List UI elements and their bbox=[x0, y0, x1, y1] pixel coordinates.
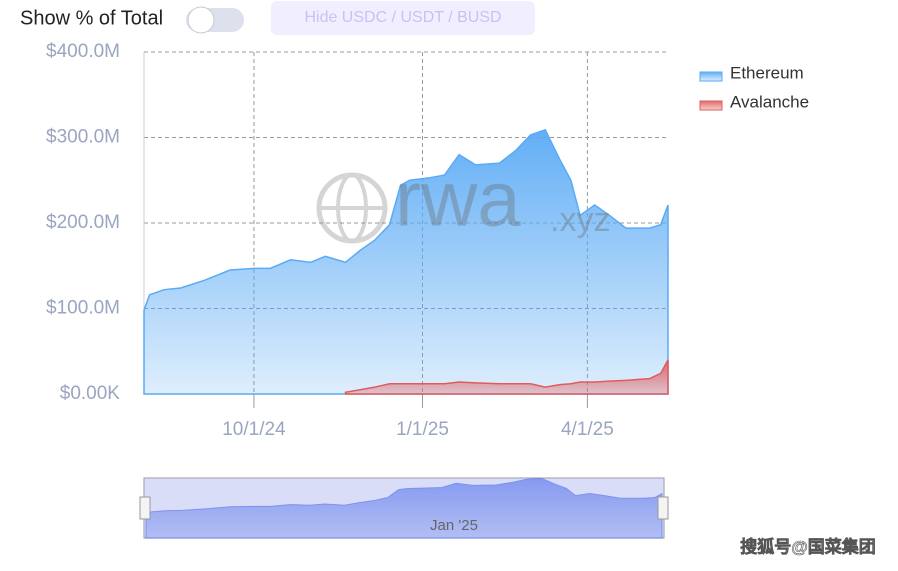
legend-label: Ethereum bbox=[730, 63, 804, 82]
navigator-area bbox=[145, 477, 663, 539]
watermark-suffix: .xyz bbox=[550, 201, 610, 239]
y-tick-label: $100.0M bbox=[46, 298, 120, 319]
plot: $0.00K $100.0M $200.0M $300.0M $400.0M 10/1/2… bbox=[46, 41, 669, 440]
navigator-handle[interactable] bbox=[657, 496, 669, 520]
area bbox=[143, 128, 669, 395]
watermark-globe bbox=[316, 172, 388, 244]
legend-swatch bbox=[699, 100, 723, 111]
navigator-label: Jan '25 bbox=[430, 517, 478, 534]
watermark-logo: rwa bbox=[395, 155, 521, 243]
hide-stables-button[interactable] bbox=[271, 1, 535, 35]
area bbox=[344, 359, 669, 395]
toggle-knob bbox=[187, 6, 215, 34]
source-watermark: 搜狐号@国菜集团 bbox=[740, 536, 876, 556]
legend-swatch bbox=[699, 71, 723, 82]
x-tick-label: 4/1/25 bbox=[561, 419, 614, 440]
watermark-globe bbox=[336, 173, 368, 243]
y-tick-label: $0.00K bbox=[60, 383, 121, 404]
navigator-handle[interactable] bbox=[139, 496, 151, 520]
navigator[interactable] bbox=[143, 477, 665, 539]
y-tick-label: $200.0M bbox=[46, 212, 120, 233]
toggle-label: Show % of Total bbox=[20, 7, 163, 29]
x-tick-label: 10/1/24 bbox=[222, 419, 286, 440]
y-tick-label: $400.0M bbox=[46, 41, 120, 62]
y-tick-label: $300.0M bbox=[46, 127, 120, 148]
legend-label: Avalanche bbox=[730, 92, 809, 111]
watermark: rwa .xyz bbox=[316, 155, 610, 244]
x-tick-label: 1/1/25 bbox=[396, 419, 449, 440]
button-label: Hide USDC / USDT / BUSD bbox=[304, 9, 501, 26]
navigator-selection bbox=[144, 478, 664, 538]
